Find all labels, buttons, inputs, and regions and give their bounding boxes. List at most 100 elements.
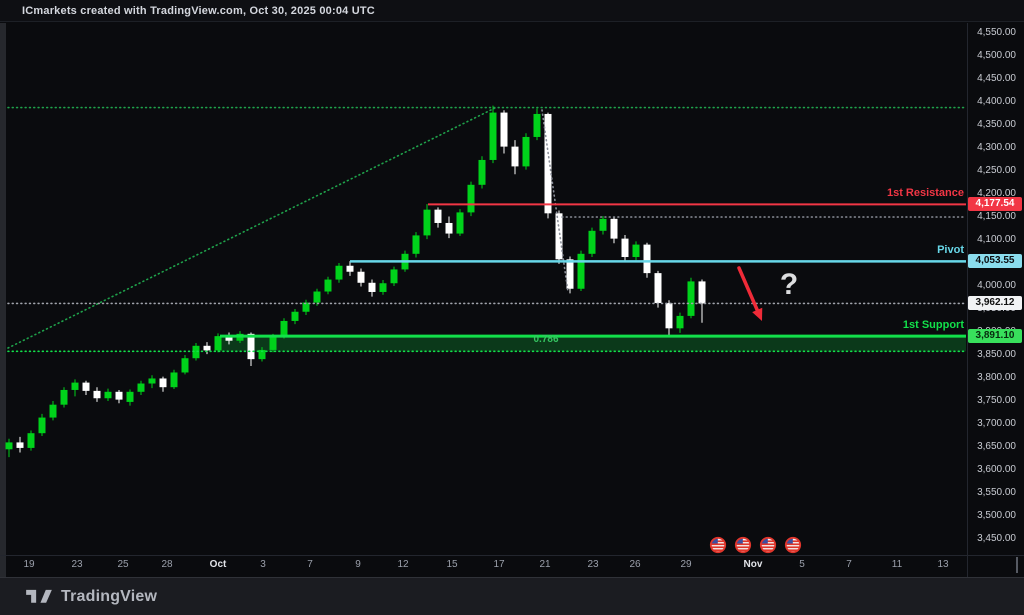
last-price-price-tag: 3,962.12 — [968, 296, 1022, 311]
candle — [434, 207, 442, 228]
price-tick-label: 3,800.00 — [977, 372, 1016, 383]
chart-title: ICmarkets created with TradingView.com, … — [0, 0, 1024, 22]
candle — [698, 279, 706, 323]
time-tick-label: 11 — [891, 559, 903, 570]
pivot-label: Pivot — [937, 244, 964, 257]
time-tick-label: 23 — [71, 559, 83, 570]
candle — [390, 266, 398, 286]
time-tick-label: 26 — [629, 559, 641, 570]
candle — [544, 112, 552, 219]
support-zone — [220, 336, 966, 352]
tradingview-logo-icon[interactable] — [26, 587, 52, 607]
candle — [346, 261, 354, 276]
candle — [335, 263, 343, 283]
us-flag-event-icon[interactable] — [785, 537, 801, 553]
candle — [621, 234, 629, 262]
time-tick-label: 7 — [307, 559, 313, 570]
chart-title-text: ICmarkets created with TradingView.com, … — [22, 4, 375, 17]
tradingview-wordmark[interactable]: TradingView — [61, 587, 158, 605]
price-tick-label: 3,450.00 — [977, 533, 1016, 544]
fib-retracement-label: 0.786 — [533, 334, 559, 345]
candle — [555, 210, 563, 264]
price-tick-label: 3,500.00 — [977, 510, 1016, 521]
candle — [159, 376, 167, 392]
time-tick-label: 23 — [587, 559, 599, 570]
price-tick-label: 4,000.00 — [977, 280, 1016, 291]
price-tick-label: 3,650.00 — [977, 441, 1016, 452]
candle — [225, 332, 233, 345]
candle — [258, 347, 266, 362]
candle — [16, 436, 24, 453]
time-tick-label: 25 — [117, 559, 129, 570]
time-tick-label: 19 — [23, 559, 35, 570]
candle — [368, 279, 376, 297]
candlestick-chart[interactable] — [0, 0, 1024, 577]
candle — [445, 216, 453, 239]
time-tick-label: 21 — [539, 559, 551, 570]
price-tick-label: 3,600.00 — [977, 464, 1016, 475]
candle — [181, 355, 189, 375]
candle — [126, 389, 134, 406]
candle — [324, 276, 332, 295]
candle — [676, 312, 684, 333]
candle — [511, 140, 519, 175]
price-tick-label: 4,400.00 — [977, 96, 1016, 107]
candle — [71, 379, 79, 397]
candle — [379, 280, 387, 295]
candle — [302, 299, 310, 315]
price-tick-label: 4,200.00 — [977, 188, 1016, 199]
question-mark-annotation: ? — [779, 268, 799, 301]
price-tick-label: 4,550.00 — [977, 27, 1016, 38]
candle — [654, 270, 662, 308]
candle — [93, 387, 101, 402]
candle — [49, 401, 57, 421]
first-resistance-label: 1st Resistance — [886, 187, 964, 200]
time-tick-label: 29 — [680, 559, 692, 570]
us-flag-event-icon[interactable] — [735, 537, 751, 553]
candle — [82, 380, 90, 396]
price-tick-label: 3,850.00 — [977, 349, 1016, 360]
left-edge-strip — [0, 23, 6, 577]
candle — [577, 250, 585, 292]
price-tick-label: 4,450.00 — [977, 73, 1016, 84]
candle — [423, 204, 431, 240]
candle — [522, 133, 530, 170]
time-tick-label: Nov — [743, 559, 763, 570]
candle — [60, 387, 68, 408]
time-tick-label: 3 — [260, 559, 266, 570]
price-tick-label: 4,150.00 — [977, 211, 1016, 222]
candle — [104, 388, 112, 401]
candle — [610, 217, 618, 244]
price-tick-label: 4,250.00 — [977, 165, 1016, 176]
candle — [500, 110, 508, 154]
time-tick-label: 13 — [937, 559, 949, 570]
first-resistance-price-tag: 4,177.54 — [968, 197, 1022, 212]
price-tick-label: 4,500.00 — [977, 50, 1016, 61]
red-down-right-arrow-icon — [737, 266, 763, 321]
bottom-toolbar: TradingView — [0, 577, 1024, 615]
us-flag-event-icon[interactable] — [760, 537, 776, 553]
time-tick-label: 15 — [446, 559, 458, 570]
price-axis-border — [967, 23, 968, 577]
time-tick-label: 17 — [493, 559, 505, 570]
candle — [170, 369, 178, 390]
candle — [489, 105, 497, 164]
candle — [632, 241, 640, 261]
candle — [412, 232, 420, 258]
price-tick-label: 3,700.00 — [977, 418, 1016, 429]
candle — [599, 216, 607, 235]
time-axis-scroll-nub[interactable] — [1016, 557, 1018, 573]
price-tick-label: 4,100.00 — [977, 234, 1016, 245]
pivot-price-tag: 4,053.55 — [968, 254, 1022, 269]
time-tick-label: Oct — [209, 559, 227, 570]
price-tick-label: 4,350.00 — [977, 119, 1016, 130]
candle — [357, 268, 365, 287]
us-flag-event-icon[interactable] — [710, 537, 726, 553]
candle — [203, 342, 211, 355]
candle — [115, 389, 123, 404]
candle — [566, 256, 574, 294]
candle — [214, 333, 222, 353]
first-support-price-tag: 3,891.10 — [968, 329, 1022, 344]
candle — [588, 227, 596, 258]
